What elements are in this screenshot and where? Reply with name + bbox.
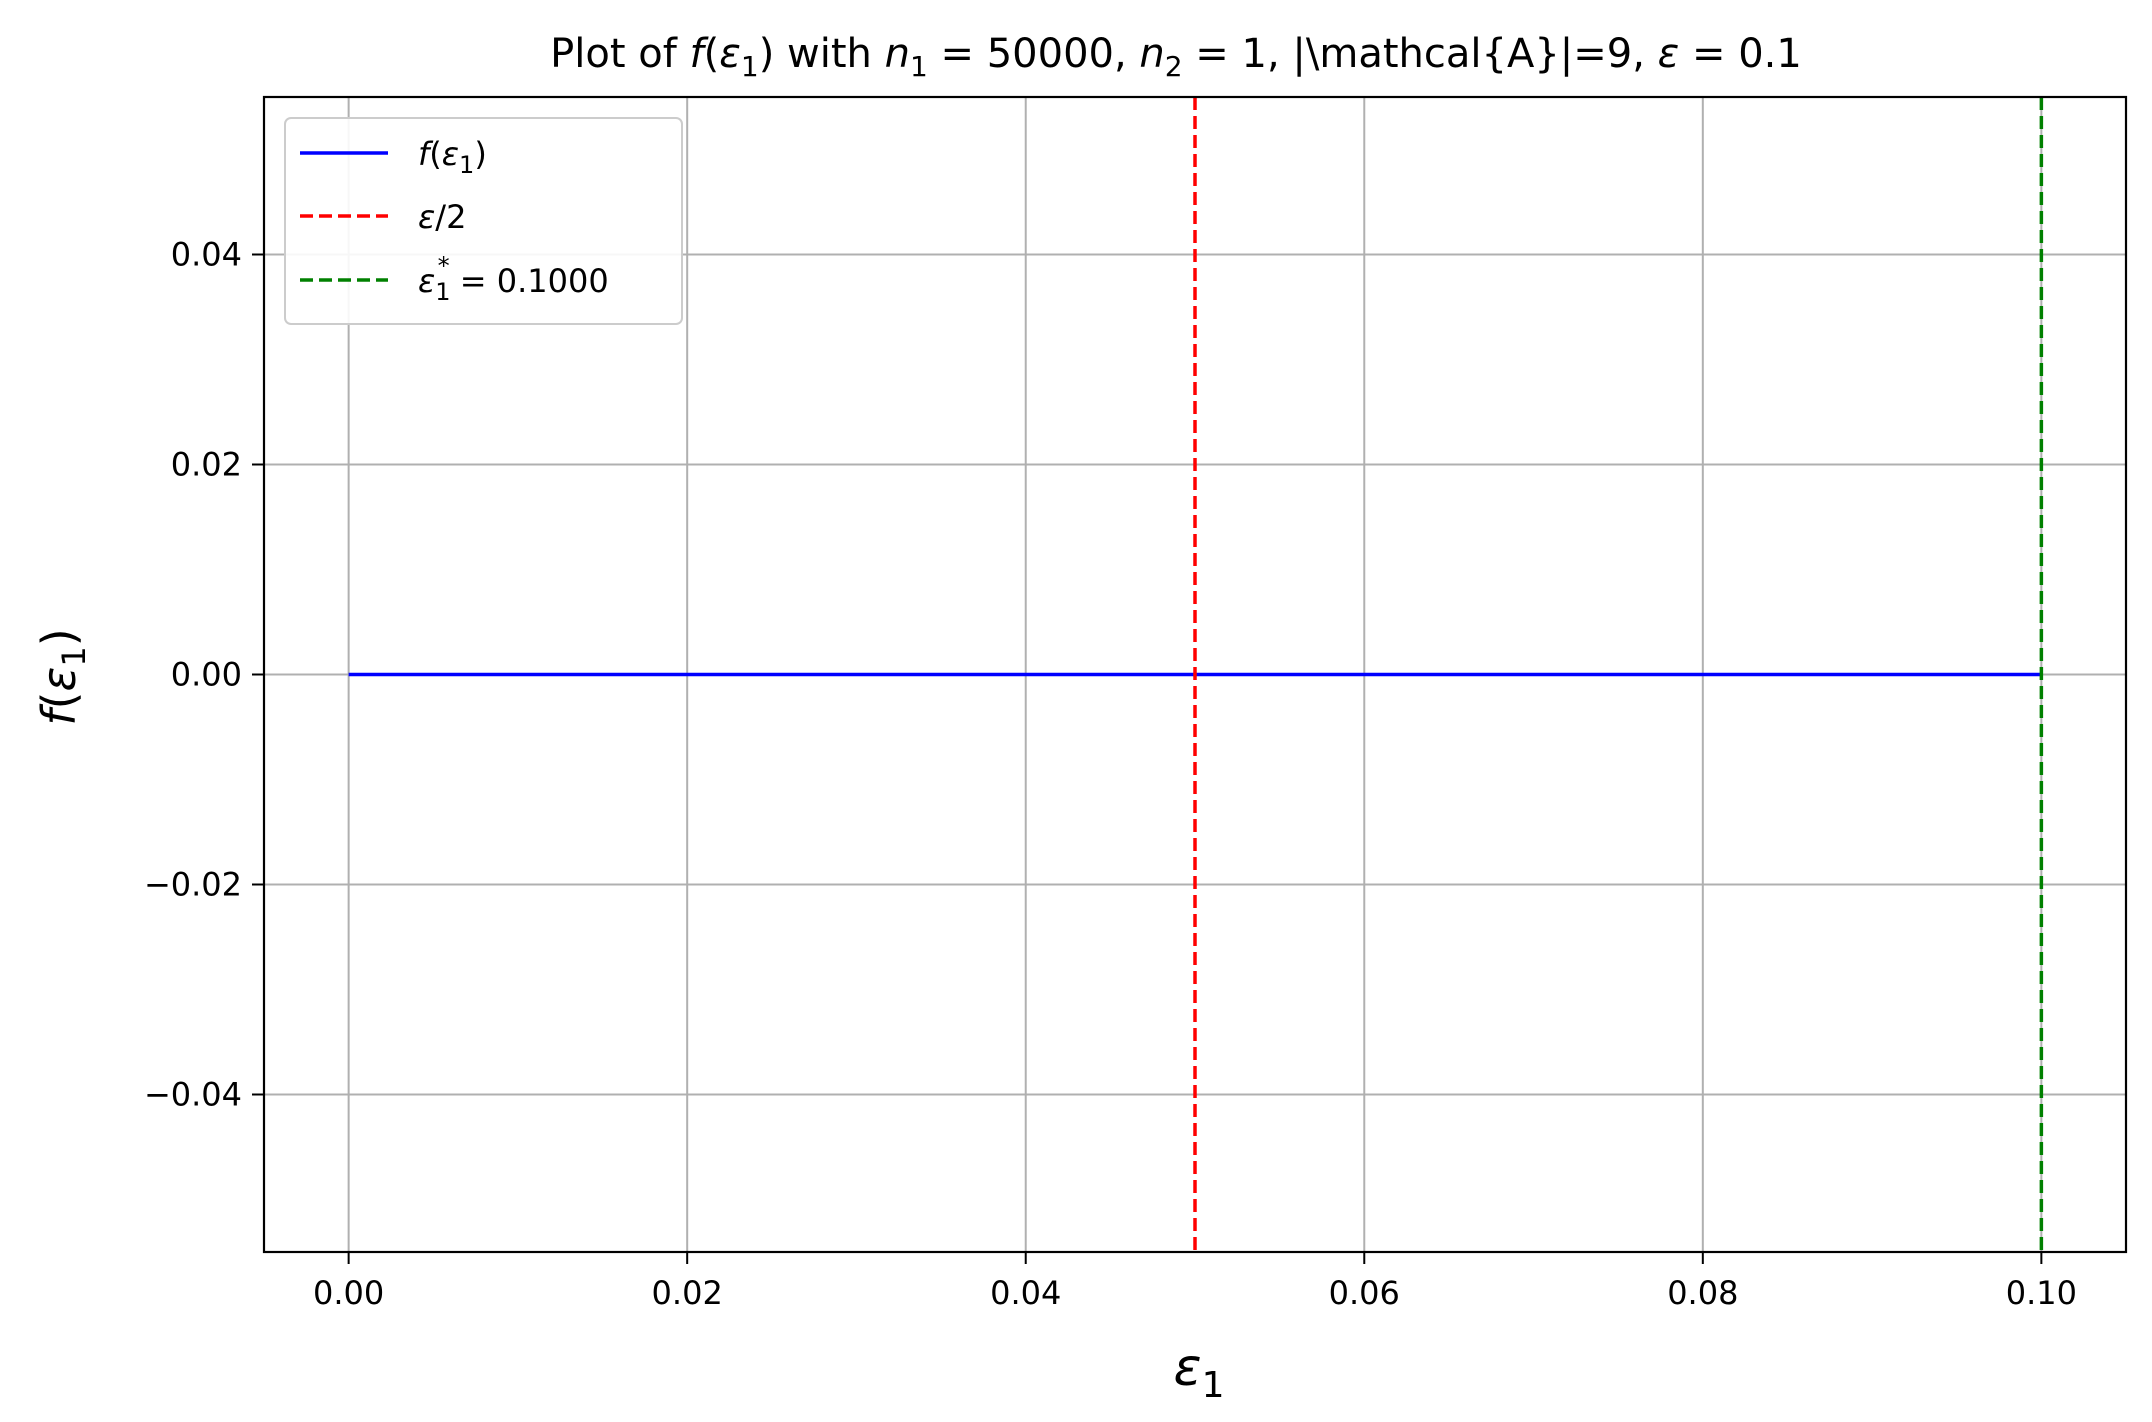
x-tick-label: 0.02: [652, 1274, 723, 1312]
y-tick-label: −0.04: [144, 1076, 242, 1114]
y-tick-label: 0.04: [171, 236, 242, 274]
x-axis-label: ε1: [1173, 1338, 1224, 1406]
legend-label-eps-star: ε1* = 0.1000: [418, 252, 609, 306]
chart-title: Plot of f(ε1) with n1 = 50000, n2 = 1, |…: [550, 31, 1802, 83]
x-tick-label: 0.00: [313, 1274, 384, 1312]
legend-label-eps-half: ε/2: [418, 198, 466, 236]
tick-layer: 0.00 0.02 0.04 0.06 0.08 0.10 0.04 0.02 0.00 −0.0…: [144, 236, 2077, 1313]
legend: f(ε1) ε/2 ε1* = 0.1000: [284, 117, 683, 325]
y-tick-label: 0.02: [171, 446, 242, 484]
legend-label-f: f(ε1): [418, 135, 487, 179]
y-tick-label: −0.02: [144, 866, 242, 904]
x-tick-label: 0.04: [990, 1274, 1061, 1312]
series-layer: [348, 97, 2044, 1252]
x-tick-label: 0.08: [1667, 1274, 1738, 1312]
y-axis-label: f(ε1): [32, 628, 93, 725]
y-tick-label: 0.00: [171, 656, 242, 694]
legend-box: [284, 117, 683, 325]
x-tick-label: 0.10: [2006, 1274, 2077, 1312]
x-tick-label: 0.06: [1329, 1274, 1400, 1312]
